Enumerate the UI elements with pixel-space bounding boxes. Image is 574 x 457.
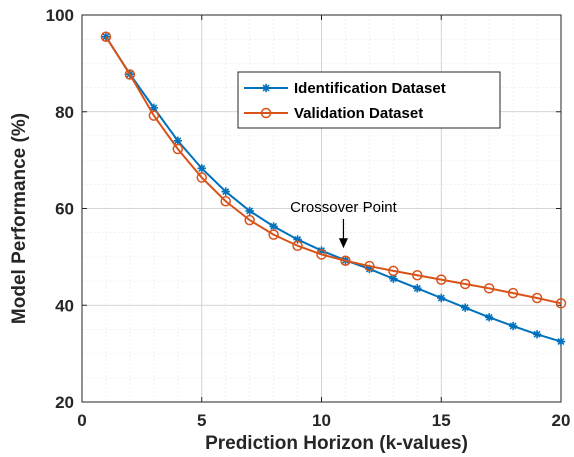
legend-marker-identification bbox=[261, 83, 271, 93]
data-point-identification bbox=[461, 303, 470, 312]
y-tick-label: 20 bbox=[55, 393, 74, 412]
x-tick-label: 0 bbox=[77, 411, 86, 430]
data-point-identification bbox=[173, 136, 182, 145]
data-point-identification bbox=[149, 103, 159, 113]
x-tick-label: 5 bbox=[197, 411, 206, 430]
legend-label-validation: Validation Dataset bbox=[294, 105, 423, 122]
series-validation bbox=[100, 31, 567, 309]
series-line-identification bbox=[105, 36, 562, 343]
data-point-identification bbox=[245, 206, 254, 216]
legend-marker-validation bbox=[260, 107, 272, 119]
data-point-identification bbox=[269, 222, 278, 231]
y-tick-label: 100 bbox=[46, 6, 74, 25]
y-tick-label: 80 bbox=[55, 103, 74, 122]
legend-label-identification: Identification Dataset bbox=[294, 80, 446, 97]
data-point-identification bbox=[389, 274, 398, 283]
annotation-arrowhead bbox=[338, 238, 348, 249]
data-point-validation bbox=[100, 31, 112, 43]
data-point-validation bbox=[507, 287, 519, 299]
data-point-validation bbox=[172, 143, 184, 155]
legend-entry-identification: Identification Dataset bbox=[244, 80, 446, 97]
data-point-validation bbox=[555, 298, 567, 309]
data-point-validation bbox=[316, 249, 327, 260]
y-tick-label: 60 bbox=[55, 200, 74, 219]
data-point-validation bbox=[412, 270, 423, 281]
x-axis-label: Prediction Horizon (k-values) bbox=[205, 433, 468, 454]
data-point-validation bbox=[364, 260, 375, 272]
data-point-validation bbox=[340, 255, 351, 266]
data-point-validation bbox=[196, 172, 207, 183]
data-point-identification bbox=[484, 313, 494, 322]
x-tick-label: 20 bbox=[552, 411, 571, 430]
x-tick-label: 15 bbox=[432, 411, 451, 430]
annotation-label: Crossover Point bbox=[290, 199, 398, 216]
data-point-validation bbox=[531, 292, 543, 304]
data-point-validation bbox=[268, 229, 279, 240]
data-point-identification bbox=[197, 164, 206, 173]
data-point-validation bbox=[124, 69, 136, 80]
data-point-identification bbox=[293, 235, 302, 244]
y-axis-label: Model Performance (%) bbox=[9, 113, 30, 324]
data-point-identification bbox=[365, 264, 374, 274]
data-point-identification bbox=[101, 32, 111, 41]
data-point-identification bbox=[532, 330, 542, 339]
y-tick-label: 40 bbox=[55, 296, 74, 315]
data-point-validation bbox=[459, 278, 471, 290]
data-point-validation bbox=[244, 214, 255, 226]
data-point-identification bbox=[437, 293, 446, 303]
data-point-validation bbox=[436, 274, 447, 285]
data-point-validation bbox=[483, 283, 495, 294]
data-point-identification bbox=[508, 321, 518, 331]
crossover-annotation: Crossover Point bbox=[290, 199, 398, 249]
x-tick-label: 10 bbox=[312, 411, 331, 430]
series-layer bbox=[100, 31, 567, 346]
data-point-validation bbox=[388, 265, 399, 277]
data-point-identification bbox=[556, 337, 566, 346]
data-point-validation bbox=[292, 240, 303, 251]
legend-entry-validation: Validation Dataset bbox=[244, 105, 423, 122]
data-point-identification bbox=[221, 187, 230, 196]
data-point-validation bbox=[148, 110, 160, 121]
data-point-validation bbox=[220, 195, 231, 207]
legend: Identification Dataset Validation Datase… bbox=[237, 71, 501, 129]
data-point-identification bbox=[413, 284, 422, 293]
axis-ticks: 0 5 10 15 20 20 40 60 80 100 bbox=[46, 6, 571, 430]
legend-box bbox=[237, 71, 501, 129]
